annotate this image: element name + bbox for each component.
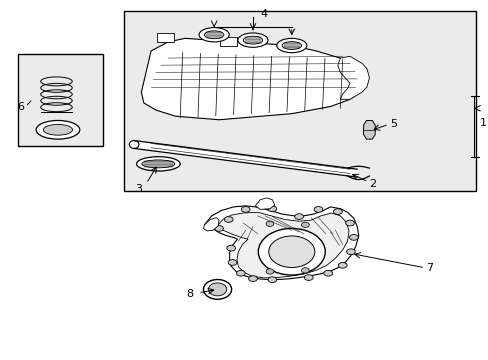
Ellipse shape <box>238 33 267 47</box>
Ellipse shape <box>268 236 314 267</box>
Bar <box>124 12 475 191</box>
Text: 2: 2 <box>368 179 376 189</box>
Ellipse shape <box>208 283 226 296</box>
Ellipse shape <box>241 207 249 212</box>
Ellipse shape <box>313 207 322 212</box>
Bar <box>157 33 174 42</box>
Ellipse shape <box>136 157 180 171</box>
Text: 4: 4 <box>260 9 267 19</box>
Ellipse shape <box>333 209 342 215</box>
Ellipse shape <box>226 245 235 251</box>
Bar <box>18 54 102 146</box>
Ellipse shape <box>204 31 224 39</box>
Ellipse shape <box>301 268 308 273</box>
Ellipse shape <box>129 140 139 148</box>
Ellipse shape <box>36 121 80 139</box>
Ellipse shape <box>258 228 325 275</box>
Ellipse shape <box>267 277 276 283</box>
Ellipse shape <box>276 39 306 53</box>
Ellipse shape <box>214 226 223 231</box>
Text: 5: 5 <box>389 120 396 129</box>
Ellipse shape <box>199 28 229 42</box>
Polygon shape <box>255 198 274 210</box>
Polygon shape <box>216 212 348 278</box>
Bar <box>283 40 300 49</box>
Polygon shape <box>363 121 374 139</box>
Ellipse shape <box>203 279 231 299</box>
Text: 7: 7 <box>426 263 432 273</box>
Text: 3: 3 <box>135 184 142 194</box>
Ellipse shape <box>349 234 358 240</box>
Polygon shape <box>337 56 368 99</box>
Ellipse shape <box>346 249 355 255</box>
Text: 8: 8 <box>186 289 193 299</box>
Ellipse shape <box>323 270 332 276</box>
Ellipse shape <box>248 276 257 282</box>
Ellipse shape <box>142 160 175 168</box>
Ellipse shape <box>243 36 262 44</box>
Ellipse shape <box>43 125 72 135</box>
Ellipse shape <box>282 41 301 49</box>
Ellipse shape <box>345 220 354 226</box>
Ellipse shape <box>304 275 312 280</box>
Ellipse shape <box>267 206 276 212</box>
Ellipse shape <box>265 221 273 226</box>
Ellipse shape <box>294 214 303 220</box>
Ellipse shape <box>228 260 237 265</box>
Polygon shape <box>204 206 358 280</box>
Ellipse shape <box>338 262 346 268</box>
Text: 6: 6 <box>18 102 24 112</box>
Text: 1: 1 <box>479 118 486 128</box>
Ellipse shape <box>236 270 244 276</box>
Polygon shape <box>141 39 362 120</box>
Polygon shape <box>203 218 219 231</box>
Ellipse shape <box>224 217 233 222</box>
Ellipse shape <box>301 222 308 228</box>
Bar <box>220 37 237 45</box>
Ellipse shape <box>265 269 273 274</box>
